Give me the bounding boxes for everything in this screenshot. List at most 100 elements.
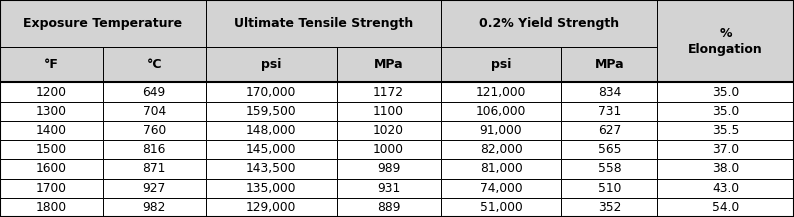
Bar (0, 102, 103, 121)
Bar (0, 198, 103, 217)
Text: 649: 649 (143, 85, 166, 99)
Text: 121,000: 121,000 (476, 85, 526, 99)
Text: 352: 352 (598, 201, 621, 214)
Text: Exposure Temperature: Exposure Temperature (23, 17, 183, 30)
Bar (441, 179, 561, 198)
Text: 135,000: 135,000 (246, 182, 296, 195)
Text: Ultimate Tensile Strength: Ultimate Tensile Strength (233, 17, 413, 30)
Bar (0, 121, 103, 140)
Text: 760: 760 (143, 124, 166, 137)
Bar (441, 140, 561, 159)
Text: MPa: MPa (595, 58, 624, 71)
Bar (103, 198, 206, 217)
Bar (103, 159, 206, 179)
Text: 148,000: 148,000 (246, 124, 296, 137)
Bar (657, 82, 794, 102)
Bar (0, 159, 103, 179)
Bar (657, 140, 794, 159)
Bar (0, 47, 103, 82)
Text: 1100: 1100 (373, 105, 404, 118)
Bar (561, 121, 657, 140)
Bar (657, 198, 794, 217)
Bar (657, 0, 794, 82)
Text: 1020: 1020 (373, 124, 404, 137)
Text: 81,000: 81,000 (480, 163, 522, 176)
Text: 170,000: 170,000 (246, 85, 296, 99)
Text: 129,000: 129,000 (246, 201, 296, 214)
Bar (337, 198, 441, 217)
Text: 35.0: 35.0 (712, 105, 739, 118)
Bar (0, 0, 206, 47)
Bar (337, 121, 441, 140)
Bar (561, 179, 657, 198)
Text: 871: 871 (143, 163, 166, 176)
Bar (561, 140, 657, 159)
Bar (561, 102, 657, 121)
Text: 38.0: 38.0 (712, 163, 739, 176)
Text: 565: 565 (598, 143, 621, 156)
Bar (103, 140, 206, 159)
Bar (206, 0, 441, 47)
Text: 37.0: 37.0 (712, 143, 739, 156)
Bar (337, 159, 441, 179)
Bar (337, 179, 441, 198)
Text: 510: 510 (598, 182, 621, 195)
Text: psi: psi (261, 58, 281, 71)
Bar (0, 179, 103, 198)
Bar (441, 159, 561, 179)
Text: 1200: 1200 (36, 85, 67, 99)
Bar (561, 82, 657, 102)
Bar (337, 140, 441, 159)
Bar (206, 140, 337, 159)
Text: 1500: 1500 (36, 143, 67, 156)
Text: 1172: 1172 (373, 85, 404, 99)
Bar (657, 121, 794, 140)
Text: 145,000: 145,000 (246, 143, 296, 156)
Text: 159,500: 159,500 (246, 105, 296, 118)
Bar (103, 179, 206, 198)
Text: °F: °F (44, 58, 59, 71)
Bar (337, 47, 441, 82)
Bar (206, 198, 337, 217)
Bar (206, 102, 337, 121)
Bar (441, 47, 561, 82)
Text: 731: 731 (598, 105, 621, 118)
Bar (441, 102, 561, 121)
Bar (657, 159, 794, 179)
Text: 143,500: 143,500 (246, 163, 296, 176)
Text: 982: 982 (143, 201, 166, 214)
Text: 1800: 1800 (36, 201, 67, 214)
Text: 704: 704 (143, 105, 166, 118)
Text: 54.0: 54.0 (712, 201, 739, 214)
Text: 558: 558 (598, 163, 621, 176)
Text: psi: psi (491, 58, 511, 71)
Text: MPa: MPa (374, 58, 403, 71)
Text: 927: 927 (143, 182, 166, 195)
Text: 816: 816 (143, 143, 166, 156)
Bar (657, 179, 794, 198)
Text: 989: 989 (377, 163, 400, 176)
Text: 82,000: 82,000 (480, 143, 522, 156)
Text: °C: °C (146, 58, 162, 71)
Text: 35.5: 35.5 (712, 124, 739, 137)
Text: 35.0: 35.0 (712, 85, 739, 99)
Bar (103, 102, 206, 121)
Bar (206, 159, 337, 179)
Text: 74,000: 74,000 (480, 182, 522, 195)
Text: 51,000: 51,000 (480, 201, 522, 214)
Bar (657, 102, 794, 121)
Bar (206, 82, 337, 102)
Bar (561, 159, 657, 179)
Text: 0.2% Yield Strength: 0.2% Yield Strength (479, 17, 619, 30)
Text: 834: 834 (598, 85, 621, 99)
Bar (441, 121, 561, 140)
Text: 1300: 1300 (36, 105, 67, 118)
Text: 1700: 1700 (36, 182, 67, 195)
Text: 1000: 1000 (373, 143, 404, 156)
Bar (206, 47, 337, 82)
Bar (0, 82, 103, 102)
Bar (206, 179, 337, 198)
Bar (103, 82, 206, 102)
Bar (441, 198, 561, 217)
Bar (337, 82, 441, 102)
